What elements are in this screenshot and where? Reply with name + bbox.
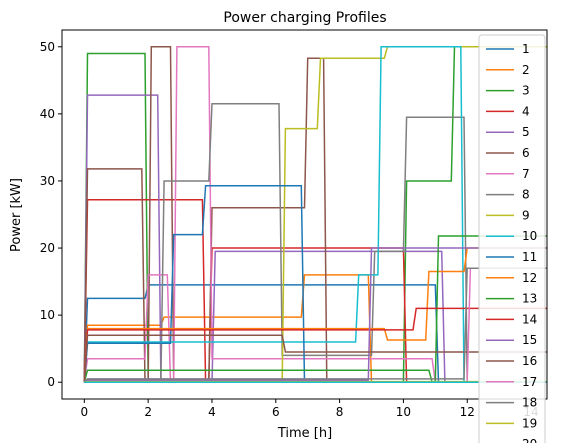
legend-label-3: 3 (522, 84, 530, 98)
legend-label-4: 4 (522, 104, 530, 118)
legend-label-17: 17 (522, 375, 537, 389)
series-line-5 (83, 94, 547, 383)
legend-label-8: 8 (522, 188, 530, 202)
y-tick-label: 10 (40, 308, 55, 322)
plot-area (83, 46, 547, 383)
series-line-11 (83, 184, 547, 383)
y-tick-label: 50 (40, 40, 55, 54)
legend-label-18: 18 (522, 396, 537, 410)
legend-label-11: 11 (522, 250, 537, 264)
x-tick-label: 4 (208, 405, 216, 419)
y-axis: 0 10 20 30 40 50 (40, 40, 62, 389)
x-tick-label: 2 (144, 405, 152, 419)
legend-label-14: 14 (522, 312, 537, 326)
y-tick-label: 40 (40, 107, 55, 121)
series-line-8 (83, 103, 547, 383)
y-tick-label: 20 (40, 241, 55, 255)
series-line-16 (83, 334, 547, 383)
series-line-9 (84, 46, 547, 383)
series-line-12 (83, 247, 547, 383)
chart-title: Power charging Profiles (223, 10, 386, 26)
legend-label-6: 6 (522, 146, 530, 160)
series-line-10 (83, 46, 547, 383)
y-tick-label: 30 (40, 174, 55, 188)
x-tick-label: 10 (396, 405, 411, 419)
series-line-1 (83, 284, 547, 383)
legend-label-16: 16 (522, 354, 537, 368)
x-tick-label: 8 (336, 405, 344, 419)
series-line-3 (83, 46, 547, 383)
x-axis: 02468101214 (81, 399, 539, 419)
legend-label-7: 7 (522, 167, 530, 181)
legend-label-13: 13 (522, 292, 537, 306)
legend-label-15: 15 (522, 333, 537, 347)
x-tick-label: 6 (272, 405, 280, 419)
series-line-6 (83, 46, 547, 383)
y-tick-label: 0 (47, 375, 55, 389)
legend-label-12: 12 (522, 271, 537, 285)
legend-label-10: 10 (522, 229, 537, 243)
legend-label-19: 19 (522, 416, 537, 430)
x-axis-label: Time [h] (277, 426, 332, 441)
legend-label-2: 2 (522, 63, 530, 77)
legend-label-9: 9 (522, 208, 530, 222)
series-line-2 (83, 274, 547, 383)
legend-box (478, 34, 546, 443)
x-tick-label: 0 (81, 405, 89, 419)
x-tick-label: 12 (460, 405, 475, 419)
y-axis-label: Power [kW] (9, 178, 24, 252)
plot-frame (61, 29, 548, 400)
legend: 1234567891011121314151617181920 (478, 34, 546, 443)
legend-label-1: 1 (522, 42, 530, 56)
legend-label-5: 5 (522, 125, 530, 139)
legend-label-20: 20 (522, 437, 537, 443)
series-line-7 (83, 46, 547, 383)
series-line-14 (83, 307, 547, 383)
